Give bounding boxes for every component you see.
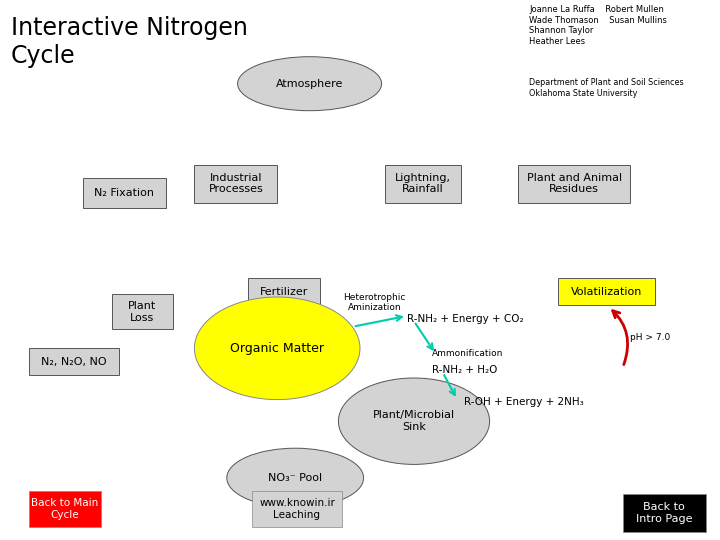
FancyBboxPatch shape — [29, 348, 119, 375]
Text: www.knowin.ir
Leaching: www.knowin.ir Leaching — [259, 498, 335, 519]
Text: Volatilization: Volatilization — [571, 287, 642, 296]
FancyBboxPatch shape — [248, 278, 320, 305]
Text: Lightning,
Rainfall: Lightning, Rainfall — [395, 173, 451, 194]
Text: Plant and Animal
Residues: Plant and Animal Residues — [526, 173, 622, 194]
FancyBboxPatch shape — [194, 165, 277, 202]
Text: Fertilizer: Fertilizer — [260, 287, 309, 296]
Ellipse shape — [338, 378, 490, 464]
Text: Heterotrophic
Aminization: Heterotrophic Aminization — [343, 293, 405, 312]
FancyBboxPatch shape — [518, 165, 630, 202]
Ellipse shape — [227, 448, 364, 508]
FancyBboxPatch shape — [29, 491, 101, 526]
Text: R-OH + Energy + 2NH₃: R-OH + Energy + 2NH₃ — [464, 397, 584, 407]
Text: Plant
Loss: Plant Loss — [128, 301, 156, 322]
Text: N₂, N₂O, NO: N₂, N₂O, NO — [41, 357, 107, 367]
Text: Organic Matter: Organic Matter — [230, 342, 324, 355]
Text: Joanne La Ruffa    Robert Mullen
Wade Thomason    Susan Mullins
Shannon Taylor
H: Joanne La Ruffa Robert Mullen Wade Thoma… — [529, 5, 667, 45]
Text: R-NH₂ + H₂O: R-NH₂ + H₂O — [432, 365, 498, 375]
Text: Interactive Nitrogen
Cycle: Interactive Nitrogen Cycle — [11, 16, 248, 68]
Text: Industrial
Processes: Industrial Processes — [208, 173, 264, 194]
Text: NO₃⁻ Pool: NO₃⁻ Pool — [268, 473, 323, 483]
Text: Plant/Microbial
Sink: Plant/Microbial Sink — [373, 410, 455, 432]
FancyBboxPatch shape — [83, 178, 166, 208]
Text: Ammonification: Ammonification — [432, 349, 503, 358]
FancyBboxPatch shape — [558, 278, 655, 305]
FancyBboxPatch shape — [623, 494, 706, 532]
Text: Atmosphere: Atmosphere — [276, 79, 343, 89]
Ellipse shape — [238, 57, 382, 111]
Text: Department of Plant and Soil Sciences
Oklahoma State University: Department of Plant and Soil Sciences Ok… — [529, 78, 684, 98]
Text: Back to Main
Cycle: Back to Main Cycle — [31, 498, 99, 519]
Text: R-NH₂ + Energy + CO₂: R-NH₂ + Energy + CO₂ — [407, 314, 523, 323]
Text: pH > 7.0: pH > 7.0 — [630, 333, 670, 342]
FancyBboxPatch shape — [252, 491, 342, 526]
Text: N₂ Fixation: N₂ Fixation — [94, 188, 154, 198]
FancyBboxPatch shape — [112, 294, 173, 329]
Text: Back to
Intro Page: Back to Intro Page — [636, 502, 693, 524]
FancyBboxPatch shape — [385, 165, 461, 202]
Ellipse shape — [194, 297, 360, 400]
